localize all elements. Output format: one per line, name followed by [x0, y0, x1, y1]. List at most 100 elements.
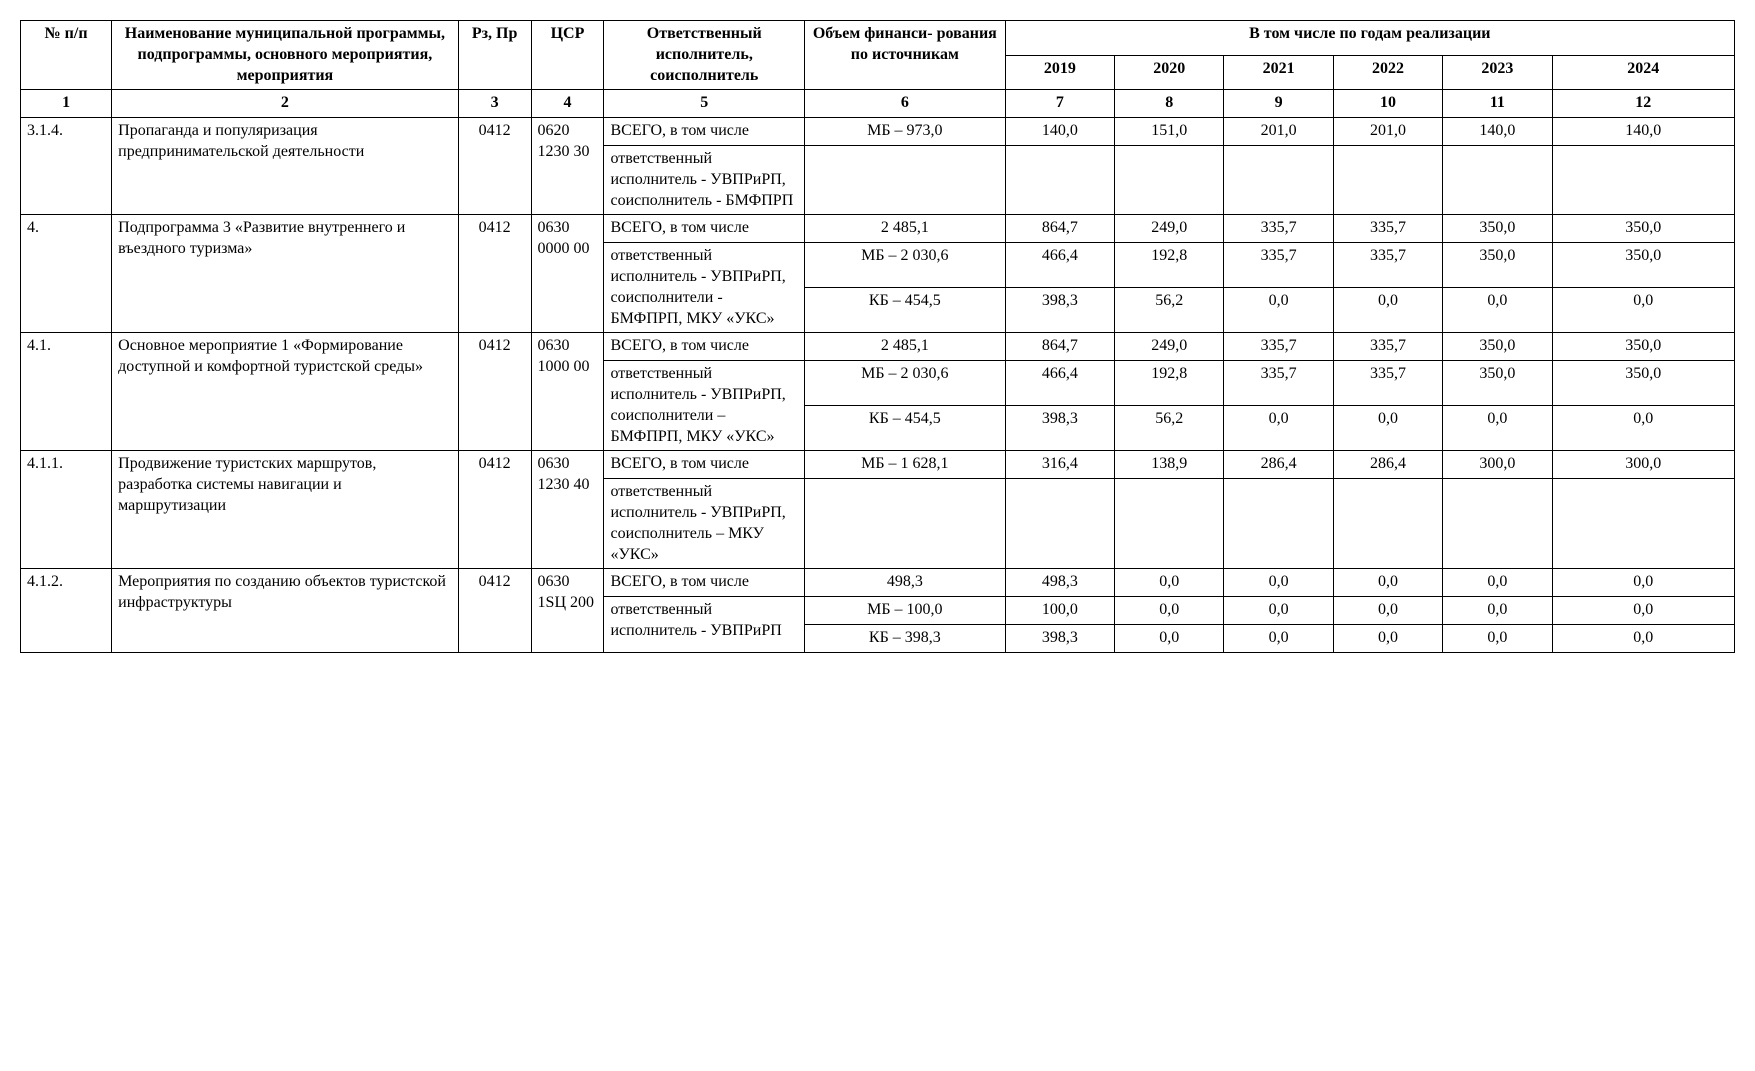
row-y3: 335,7 [1333, 243, 1442, 288]
table-body: 3.1.4.Пропаганда и популяризация предпри… [21, 118, 1735, 653]
row-y5: 0,0 [1552, 569, 1734, 597]
row-y1: 249,0 [1115, 333, 1224, 361]
col-years: В том числе по годам реализации [1005, 21, 1734, 56]
row-y2: 335,7 [1224, 243, 1333, 288]
row-y3: 335,7 [1333, 215, 1442, 243]
row-rz: 0412 [458, 569, 531, 652]
row-name: Пропаганда и популяризация предпринимате… [112, 118, 458, 215]
row-y4: 0,0 [1443, 288, 1552, 333]
row-y1: 0,0 [1115, 597, 1224, 625]
row-y5: 0,0 [1552, 597, 1734, 625]
row-y0: 100,0 [1005, 597, 1114, 625]
row-vol: 2 485,1 [805, 215, 1006, 243]
col-num: № п/п [21, 21, 112, 90]
budget-table: № п/п Наименование муниципальной програм… [20, 20, 1735, 653]
row-resp: ВСЕГО, в том числе [604, 569, 805, 597]
row-num: 4.1.2. [21, 569, 112, 652]
colnum-10: 10 [1333, 90, 1442, 118]
row-vol: КБ – 398,3 [805, 624, 1006, 652]
row-y1: 192,8 [1115, 361, 1224, 406]
row-y4: 140,0 [1443, 118, 1552, 146]
row-vol: МБ – 1 628,1 [805, 451, 1006, 479]
row-y4 [1443, 145, 1552, 214]
col-rz: Рз, Пр [458, 21, 531, 90]
row-csr: 0630 1000 00 [531, 333, 604, 451]
row-vol [805, 479, 1006, 569]
row-num: 4.1. [21, 333, 112, 451]
colnum-6: 6 [805, 90, 1006, 118]
row-y0: 466,4 [1005, 361, 1114, 406]
row-y0: 398,3 [1005, 288, 1114, 333]
row-y4: 0,0 [1443, 406, 1552, 451]
row-y4: 0,0 [1443, 597, 1552, 625]
table-row: 4.Подпрограмма 3 «Развитие внутреннего и… [21, 215, 1735, 243]
row-y5: 350,0 [1552, 333, 1734, 361]
row-rz: 0412 [458, 333, 531, 451]
row-vol: КБ – 454,5 [805, 288, 1006, 333]
col-name: Наименование муниципальной программы, по… [112, 21, 458, 90]
table-row: 4.1.1.Продвижение туристских маршрутов, … [21, 451, 1735, 479]
row-vol: 2 485,1 [805, 333, 1006, 361]
row-y4: 350,0 [1443, 243, 1552, 288]
colnum-1: 1 [21, 90, 112, 118]
row-y2: 0,0 [1224, 624, 1333, 652]
table-row: 4.1.Основное мероприятие 1 «Формирование… [21, 333, 1735, 361]
col-csr: ЦСР [531, 21, 604, 90]
colnum-8: 8 [1115, 90, 1224, 118]
col-resp: Ответственный исполнитель, соисполнитель [604, 21, 805, 90]
row-y2: 286,4 [1224, 451, 1333, 479]
row-y1: 0,0 [1115, 624, 1224, 652]
row-y5 [1552, 145, 1734, 214]
row-y4: 0,0 [1443, 569, 1552, 597]
row-y2 [1224, 479, 1333, 569]
colnum-9: 9 [1224, 90, 1333, 118]
row-y3: 0,0 [1333, 406, 1442, 451]
row-y3 [1333, 479, 1442, 569]
col-2021: 2021 [1224, 55, 1333, 90]
row-y4: 350,0 [1443, 215, 1552, 243]
row-y3: 0,0 [1333, 288, 1442, 333]
row-y0: 498,3 [1005, 569, 1114, 597]
row-resp: ответственный исполнитель - УВПРиРП, сои… [604, 361, 805, 451]
row-csr: 0620 1230 30 [531, 118, 604, 215]
col-2019: 2019 [1005, 55, 1114, 90]
row-vol [805, 145, 1006, 214]
row-y2: 335,7 [1224, 333, 1333, 361]
row-y0: 864,7 [1005, 333, 1114, 361]
row-y2: 0,0 [1224, 406, 1333, 451]
row-vol: МБ – 973,0 [805, 118, 1006, 146]
row-rz: 0412 [458, 118, 531, 215]
row-vol: 498,3 [805, 569, 1006, 597]
col-vol: Объем финанси- рования по источникам [805, 21, 1006, 90]
row-y0: 140,0 [1005, 118, 1114, 146]
colnum-2: 2 [112, 90, 458, 118]
row-y5: 350,0 [1552, 243, 1734, 288]
row-y3 [1333, 145, 1442, 214]
row-y2: 0,0 [1224, 288, 1333, 333]
row-y0 [1005, 145, 1114, 214]
row-y5: 0,0 [1552, 406, 1734, 451]
row-y2: 0,0 [1224, 597, 1333, 625]
row-csr: 0630 1230 40 [531, 451, 604, 569]
row-resp: ВСЕГО, в том числе [604, 451, 805, 479]
colnum-5: 5 [604, 90, 805, 118]
col-2024: 2024 [1552, 55, 1734, 90]
row-y1: 56,2 [1115, 288, 1224, 333]
row-y5: 350,0 [1552, 361, 1734, 406]
row-y3: 335,7 [1333, 361, 1442, 406]
row-vol: МБ – 2 030,6 [805, 243, 1006, 288]
col-2023: 2023 [1443, 55, 1552, 90]
row-y2: 335,7 [1224, 361, 1333, 406]
colnum-4: 4 [531, 90, 604, 118]
row-y5 [1552, 479, 1734, 569]
row-y3: 286,4 [1333, 451, 1442, 479]
row-y4: 300,0 [1443, 451, 1552, 479]
row-y1: 192,8 [1115, 243, 1224, 288]
colnum-11: 11 [1443, 90, 1552, 118]
row-rz: 0412 [458, 215, 531, 333]
row-y1: 151,0 [1115, 118, 1224, 146]
colnum-12: 12 [1552, 90, 1734, 118]
row-y4: 0,0 [1443, 624, 1552, 652]
colnum-3: 3 [458, 90, 531, 118]
row-y0: 398,3 [1005, 624, 1114, 652]
